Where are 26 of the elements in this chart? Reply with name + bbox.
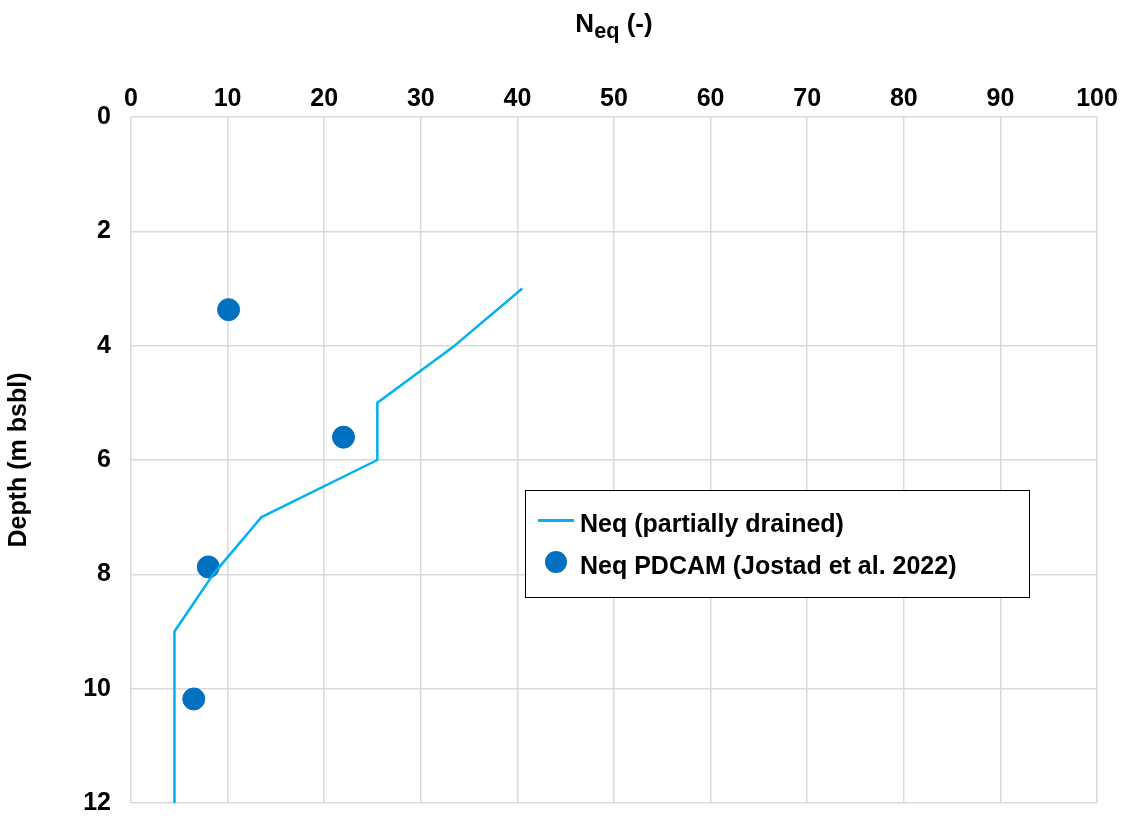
y-axis-title: Depth (m bsbl) <box>2 372 31 548</box>
x-tick-label: 100 <box>1076 82 1118 111</box>
y-tick-label: 6 <box>97 443 111 472</box>
point <box>182 687 206 711</box>
x-tick-label: 80 <box>889 82 918 111</box>
x-tick-label: 60 <box>696 82 725 111</box>
point <box>217 298 241 322</box>
y-tick-label: 0 <box>97 100 111 129</box>
x-tick-label: 0 <box>124 82 138 111</box>
y-tick-label: 12 <box>83 786 111 815</box>
x-tick-label: 90 <box>986 82 1015 111</box>
y-tick-label: 8 <box>97 558 112 587</box>
y-tick-label: 10 <box>83 672 111 701</box>
legend-label: Neq PDCAM (Jostad et al. 2022) <box>580 550 957 581</box>
x-tick-label: 20 <box>310 82 339 111</box>
y-tick-label: 2 <box>97 215 111 244</box>
point <box>196 555 220 579</box>
x-axis-title: N$_{eq}$ (-) <box>574 8 654 45</box>
x-tick-label: 10 <box>213 82 242 111</box>
point <box>332 425 356 449</box>
x-tick-label: 50 <box>600 82 628 111</box>
x-tick-label: 40 <box>503 82 532 111</box>
x-tick-label: 30 <box>406 82 435 111</box>
y-tick-label: 4 <box>97 329 112 358</box>
legend-label: Neq (partially drained) <box>580 508 844 539</box>
x-tick-label: 70 <box>793 82 822 111</box>
